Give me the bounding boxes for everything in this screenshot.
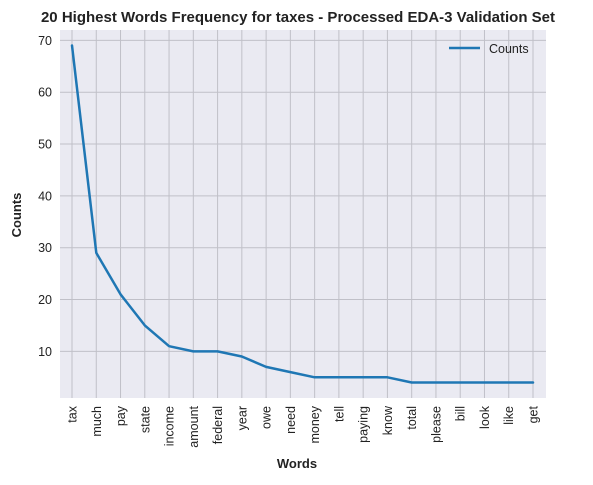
x-tick-label-amount: amount [187,405,201,447]
chart-title: 20 Highest Words Frequency for taxes - P… [41,9,555,26]
y-tick-label-60: 60 [38,86,52,100]
plot-area [60,30,546,398]
x-tick-label-tax: tax [66,405,80,422]
x-tick-label-federal: federal [211,406,225,444]
x-tick-label-year: year [235,406,249,430]
x-tick-label-money: money [308,405,322,443]
x-tick-label-bill: bill [454,406,468,421]
x-tick-label-paying: paying [357,406,371,443]
x-tick-label-state: state [138,406,152,433]
x-tick-label-pay: pay [114,405,128,426]
y-tick-label-40: 40 [38,189,52,203]
x-tick-label-owe: owe [260,406,274,429]
y-tick-label-20: 20 [38,293,52,307]
legend-label-counts: Counts [489,42,529,56]
x-tick-label-need: need [284,406,298,434]
x-tick-label-look: look [478,405,492,429]
y-tick-label-70: 70 [38,34,52,48]
y-axis-title: Counts [9,193,24,238]
x-axis-title: Words [277,456,317,471]
x-tick-label-income: income [163,406,177,446]
x-tick-label-please: please [429,406,443,443]
x-tick-label-get: get [527,405,541,423]
x-tick-label-tell: tell [332,406,346,422]
x-tick-label-much: much [90,406,104,437]
y-tick-label-30: 30 [38,241,52,255]
x-tick-label-know: know [381,405,395,435]
x-tick-label-like: like [502,406,516,425]
y-tick-label-50: 50 [38,138,52,152]
y-axis-ticks: 10 20 30 40 50 60 70 [38,34,52,359]
y-tick-label-10: 10 [38,345,52,359]
x-tick-label-total: total [405,406,419,430]
